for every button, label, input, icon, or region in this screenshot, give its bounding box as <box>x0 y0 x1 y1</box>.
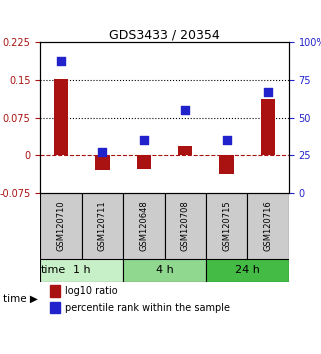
FancyBboxPatch shape <box>40 259 123 282</box>
Text: time: time <box>41 266 66 275</box>
Text: percentile rank within the sample: percentile rank within the sample <box>65 303 230 313</box>
FancyBboxPatch shape <box>123 259 206 282</box>
Text: GSM120715: GSM120715 <box>222 200 231 251</box>
FancyBboxPatch shape <box>206 259 289 282</box>
Text: log10 ratio: log10 ratio <box>65 286 117 296</box>
Bar <box>261 99 275 155</box>
Bar <box>50 302 60 313</box>
Point <box>141 137 146 143</box>
FancyBboxPatch shape <box>206 193 247 259</box>
FancyBboxPatch shape <box>247 193 289 259</box>
Bar <box>220 155 234 174</box>
Point <box>58 58 64 63</box>
Point <box>100 149 105 155</box>
Text: GSM120648: GSM120648 <box>139 200 148 251</box>
Text: time ▶: time ▶ <box>3 294 38 304</box>
Text: 4 h: 4 h <box>156 266 173 275</box>
Text: GSM120708: GSM120708 <box>181 200 190 251</box>
Text: GSM120711: GSM120711 <box>98 200 107 251</box>
Bar <box>50 285 60 297</box>
Title: GDS3433 / 20354: GDS3433 / 20354 <box>109 28 220 41</box>
Text: GSM120716: GSM120716 <box>264 200 273 251</box>
Point <box>183 107 188 113</box>
FancyBboxPatch shape <box>40 193 82 259</box>
FancyBboxPatch shape <box>82 193 123 259</box>
Bar <box>178 146 193 155</box>
Bar <box>54 79 68 155</box>
FancyBboxPatch shape <box>123 193 165 259</box>
Text: 24 h: 24 h <box>235 266 260 275</box>
FancyBboxPatch shape <box>165 193 206 259</box>
Bar <box>136 155 151 169</box>
Point <box>224 137 229 143</box>
Text: 1 h: 1 h <box>73 266 91 275</box>
Bar <box>95 155 109 170</box>
Text: GSM120710: GSM120710 <box>56 200 65 251</box>
Point <box>265 89 271 95</box>
